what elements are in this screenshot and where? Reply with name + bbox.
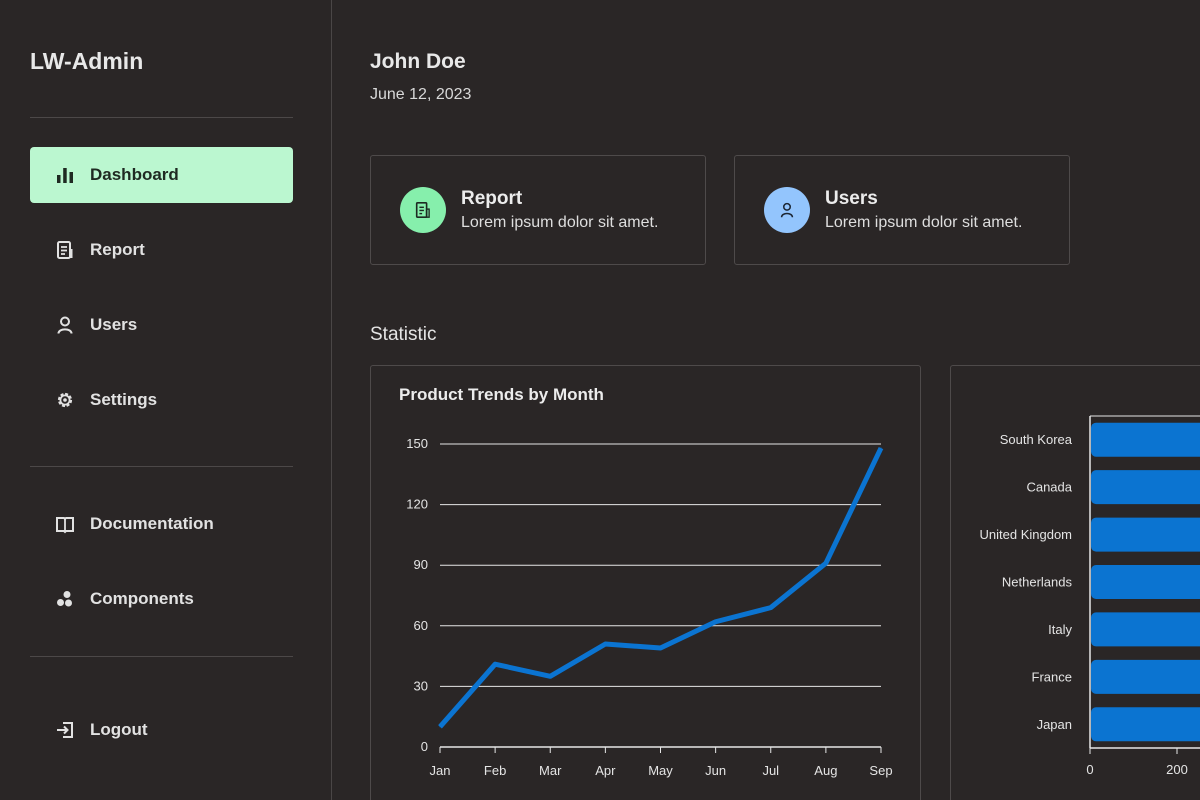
sidebar-item-label: Documentation: [90, 514, 214, 533]
data-point: [770, 607, 772, 609]
user-icon: [764, 187, 810, 233]
bar: [1091, 565, 1200, 599]
y-tick-label: 150: [406, 436, 428, 451]
x-tick-label: Jan: [430, 763, 451, 778]
current-date: June 12, 2023: [370, 86, 472, 103]
x-tick-label: Feb: [484, 763, 506, 778]
user-name: John Doe: [370, 50, 466, 73]
x-tick-label: Apr: [595, 763, 616, 778]
y-tick-label: Canada: [1026, 480, 1072, 495]
bar: [1091, 422, 1200, 457]
sidebar-item-label: Users: [90, 315, 138, 334]
user-icon: [54, 314, 76, 336]
data-point: [439, 726, 441, 728]
y-tick-label: 90: [414, 557, 428, 572]
sidebar-item-users[interactable]: Users: [30, 297, 293, 353]
bar-chart-icon: [54, 164, 76, 186]
report-card[interactable]: Report Lorem ipsum dolor sit amet.: [370, 155, 706, 265]
y-tick-label: 0: [421, 739, 428, 754]
y-tick-label: Japan: [1037, 717, 1072, 732]
data-point: [549, 675, 551, 677]
bar: [1091, 659, 1200, 694]
card-description: Lorem ipsum dolor sit amet.: [825, 214, 1023, 231]
sidebar-divider: [30, 466, 293, 467]
components-icon: [54, 588, 76, 610]
sidebar-item-report[interactable]: Report: [30, 222, 293, 278]
y-tick-label: 30: [414, 678, 428, 693]
document-icon: [54, 239, 76, 261]
bar: [1091, 470, 1200, 505]
x-tick-label: 0: [1086, 762, 1093, 777]
card-title: Users: [825, 188, 878, 209]
card-title: Report: [461, 188, 523, 209]
users-card[interactable]: Users Lorem ipsum dolor sit amet.: [734, 155, 1070, 265]
data-point: [825, 562, 827, 564]
x-tick-label: May: [648, 763, 673, 778]
statistic-heading: Statistic: [370, 324, 437, 345]
data-point: [604, 643, 606, 645]
logout-button[interactable]: Logout: [30, 702, 293, 758]
logout-label: Logout: [90, 720, 148, 739]
bar-chart-card: South Korea Canada United Kingdom Netherlan…: [950, 365, 1200, 800]
bar: [1091, 612, 1200, 647]
x-tick-label: Mar: [539, 763, 562, 778]
data-point: [715, 621, 717, 623]
x-tick-label: Aug: [814, 763, 837, 778]
sidebar-item-label: Settings: [90, 390, 158, 409]
sidebar-item-label: Dashboard: [90, 165, 179, 184]
y-tick-label: Italy: [1048, 622, 1072, 637]
chart-title: Product Trends by Month: [399, 385, 604, 404]
series-line: [438, 446, 884, 729]
book-icon: [54, 513, 76, 535]
bar: [1091, 517, 1200, 552]
x-tick-label: Jun: [705, 763, 726, 778]
sidebar-item-documentation[interactable]: Documentation: [30, 496, 293, 552]
y-tick-label: Netherlands: [1002, 575, 1073, 590]
data-point: [880, 447, 882, 449]
sidebar-item-dashboard[interactable]: Dashboard: [30, 147, 293, 203]
y-tick-label: France: [1032, 669, 1072, 684]
line-chart-card: Product Trends by Month 0 30 60 90 120 150 Jan F…: [370, 365, 921, 800]
sidebar-divider: [30, 656, 293, 657]
sidebar-item-label: Report: [90, 240, 145, 259]
x-tick-label: Sep: [869, 763, 892, 778]
x-tick-label: 200: [1166, 762, 1188, 777]
line-chart: Product Trends by Month 0 30 60 90 120 150 Jan F…: [399, 385, 893, 778]
document-icon: [400, 187, 446, 233]
sidebar-divider: [30, 117, 293, 118]
x-tick-label: Jul: [762, 763, 779, 778]
gear-icon: [54, 389, 76, 411]
bar-chart: South Korea Canada United Kingdom Netherlan…: [980, 415, 1200, 777]
sidebar: LW-Admin Dashboard Report Users Settings…: [0, 0, 332, 800]
y-tick-label: 60: [414, 618, 428, 633]
sidebar-item-label: Components: [90, 589, 194, 608]
data-point: [494, 663, 496, 665]
app-title: LW-Admin: [30, 48, 144, 74]
sidebar-item-settings[interactable]: Settings: [30, 372, 293, 428]
sidebar-item-components[interactable]: Components: [30, 571, 293, 627]
y-tick-label: United Kingdom: [980, 527, 1073, 542]
card-description: Lorem ipsum dolor sit amet.: [461, 214, 659, 231]
y-tick-label: 120: [406, 497, 428, 512]
y-tick-label: South Korea: [1000, 432, 1073, 447]
bar: [1091, 707, 1200, 742]
data-point: [660, 647, 661, 649]
logout-icon: [54, 719, 76, 741]
